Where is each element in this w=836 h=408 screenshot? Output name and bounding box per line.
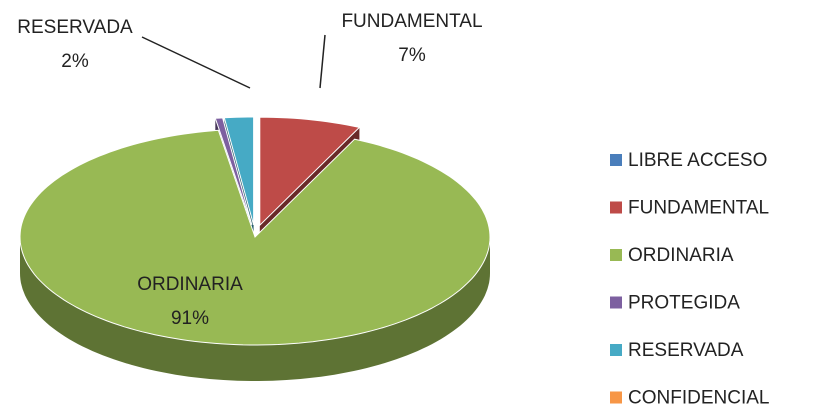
legend-swatch — [610, 201, 622, 214]
slice — [223, 116, 255, 226]
legend-label: CONFIDENCIAL — [628, 388, 769, 408]
slice — [19, 129, 491, 346]
slice-wall — [20, 237, 490, 381]
data-label: 91% — [171, 308, 209, 329]
legend-label: RESERVADA — [628, 340, 744, 361]
legend-swatch — [610, 391, 622, 404]
data-label: 7% — [398, 45, 426, 66]
legend-swatch — [610, 154, 622, 166]
data-label-name: FUNDAMENTAL — [341, 11, 482, 32]
data-label-name: ORDINARIA — [137, 274, 243, 295]
legend-swatch — [610, 296, 622, 309]
data-label-name: RESERVADA — [17, 17, 133, 38]
legend-label: LIBRE ACCESO — [628, 150, 767, 171]
leader-line — [141, 36, 251, 89]
legend-label: FUNDAMENTAL — [628, 198, 769, 219]
leader-line — [319, 34, 326, 89]
legend-label: ORDINARIA — [628, 245, 734, 266]
legend-swatch — [610, 344, 622, 356]
slice — [214, 117, 253, 226]
legend-label: PROTEGIDA — [628, 293, 740, 314]
legend-swatch — [610, 249, 622, 261]
slice — [259, 116, 361, 227]
data-label: 2% — [61, 51, 89, 72]
